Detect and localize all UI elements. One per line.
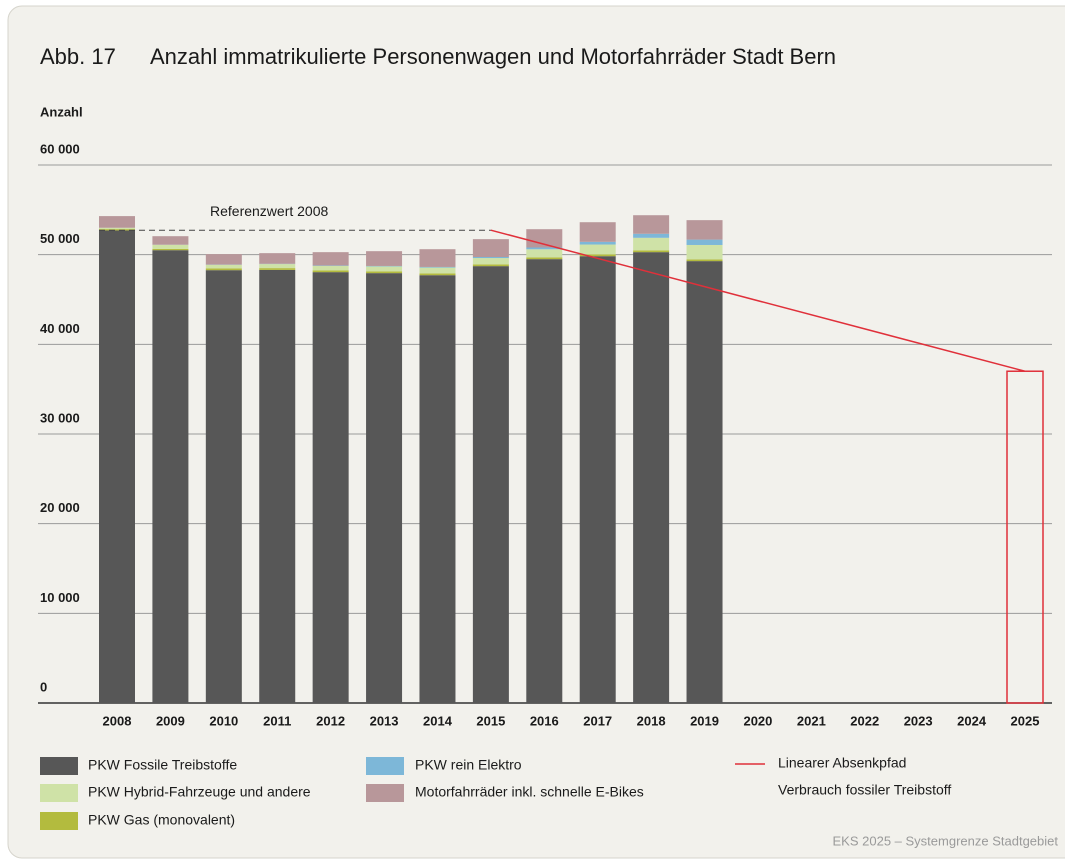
legend-label: Linearer Absenkpfad (778, 755, 906, 771)
bar-segment (419, 266, 456, 268)
source: EKS 2025 – Systemgrenze Stadtgebiet (833, 833, 1059, 848)
bar-segment (366, 273, 403, 703)
bar-segment (419, 249, 456, 267)
bar-segment (99, 230, 135, 703)
x-tick-label: 2009 (156, 713, 185, 728)
bar-segment (579, 254, 616, 257)
x-tick-label: 2011 (263, 713, 291, 728)
bar-segment (526, 257, 563, 260)
bar-segment (419, 267, 456, 274)
bar-segment (419, 275, 456, 703)
bar-segment (579, 241, 616, 245)
bar-segment (633, 215, 670, 234)
x-tick-label: 2024 (957, 713, 987, 728)
bar-segment (686, 261, 723, 703)
bar-segment (99, 229, 135, 231)
legend-label: PKW Gas (monovalent) (88, 812, 235, 828)
x-tick-label: 2012 (316, 713, 345, 728)
x-tick-label: 2022 (850, 713, 879, 728)
x-tick-label: 2021 (797, 713, 826, 728)
bar-segment (633, 237, 670, 251)
bar-segment (472, 264, 509, 267)
bar-segment (312, 265, 349, 271)
x-tick-label: 2008 (103, 713, 132, 728)
legend-swatch (366, 757, 404, 775)
x-tick-label: 2013 (370, 713, 399, 728)
x-tick-label: 2017 (583, 713, 612, 728)
y-tick-label: 10 000 (40, 590, 80, 605)
bar-segment (99, 227, 135, 230)
bar-segment (633, 252, 670, 703)
bar-segment (259, 253, 296, 264)
legend-swatch (40, 757, 78, 775)
bar-segment (152, 248, 189, 251)
bar-segment (579, 256, 616, 703)
figure-label: Abb. 17 (40, 44, 116, 69)
bar-segment (259, 268, 296, 270)
legend-label: Motorfahrräder inkl. schnelle E-Bikes (415, 784, 644, 800)
bar-segment (99, 216, 135, 228)
bar-segment (686, 244, 723, 260)
x-tick-label: 2025 (1011, 713, 1040, 728)
legend-swatch (366, 784, 404, 802)
bar-segment (526, 247, 563, 250)
bar-segment (205, 254, 242, 265)
bar-segment (686, 220, 723, 240)
bar-segment (312, 272, 349, 703)
x-tick-label: 2020 (743, 713, 772, 728)
x-tick-label: 2015 (476, 713, 505, 728)
x-tick-label: 2014 (423, 713, 453, 728)
legend-label: PKW Hybrid-Fahrzeuge und andere (88, 784, 311, 800)
x-tick-label: 2019 (690, 713, 719, 728)
legend-label: Verbrauch fossiler Treibstoff (778, 782, 951, 798)
y-tick-label: 0 (40, 679, 47, 694)
bar-segment (472, 258, 509, 265)
bar-segment (312, 270, 349, 273)
bar-segment (526, 249, 563, 258)
bar-segment (526, 259, 563, 703)
reference-label: Referenzwert 2008 (210, 203, 329, 219)
bar-segment (259, 264, 296, 269)
y-tick-label: 50 000 (40, 231, 80, 246)
legend-label: PKW Fossile Treibstoffe (88, 757, 237, 773)
bar-segment (472, 256, 509, 259)
chart-title: Anzahl immatrikulierte Personenwagen und… (150, 44, 836, 69)
legend-swatch (40, 812, 78, 830)
x-tick-label: 2023 (904, 713, 933, 728)
bar-segment (312, 252, 349, 266)
y-tick-label: 20 000 (40, 500, 80, 515)
bar-segment (152, 236, 189, 245)
target-bar (1006, 370, 1044, 704)
bar-segment (686, 259, 723, 262)
bar-segment (633, 233, 670, 238)
bar-segment (419, 273, 456, 276)
bar-segment (205, 268, 242, 271)
bar-segment (526, 229, 563, 248)
x-tick-label: 2010 (209, 713, 238, 728)
bar-segment (472, 239, 509, 257)
bar-segment (205, 264, 242, 269)
x-tick-label: 2018 (637, 713, 666, 728)
bar-segment (472, 266, 509, 703)
bar-segment (686, 239, 723, 245)
y-tick-label: 60 000 (40, 141, 80, 156)
legend-label: PKW rein Elektro (415, 757, 522, 773)
x-tick-label: 2016 (530, 713, 559, 728)
bar-segment (366, 266, 403, 272)
y-axis-label: Anzahl (40, 104, 83, 119)
bar-segment (366, 251, 403, 266)
bar-segment (205, 270, 242, 703)
bar-segment (152, 250, 189, 703)
bar-segment (633, 250, 670, 253)
bar-segment (259, 269, 296, 703)
target-path (490, 229, 1026, 372)
bar-segment (366, 271, 403, 274)
y-tick-label: 40 000 (40, 321, 80, 336)
bar-segment (579, 222, 616, 242)
bar-segment (152, 244, 189, 249)
y-tick-label: 30 000 (40, 410, 80, 425)
legend-swatch (40, 784, 78, 802)
bar-segment (579, 244, 616, 255)
